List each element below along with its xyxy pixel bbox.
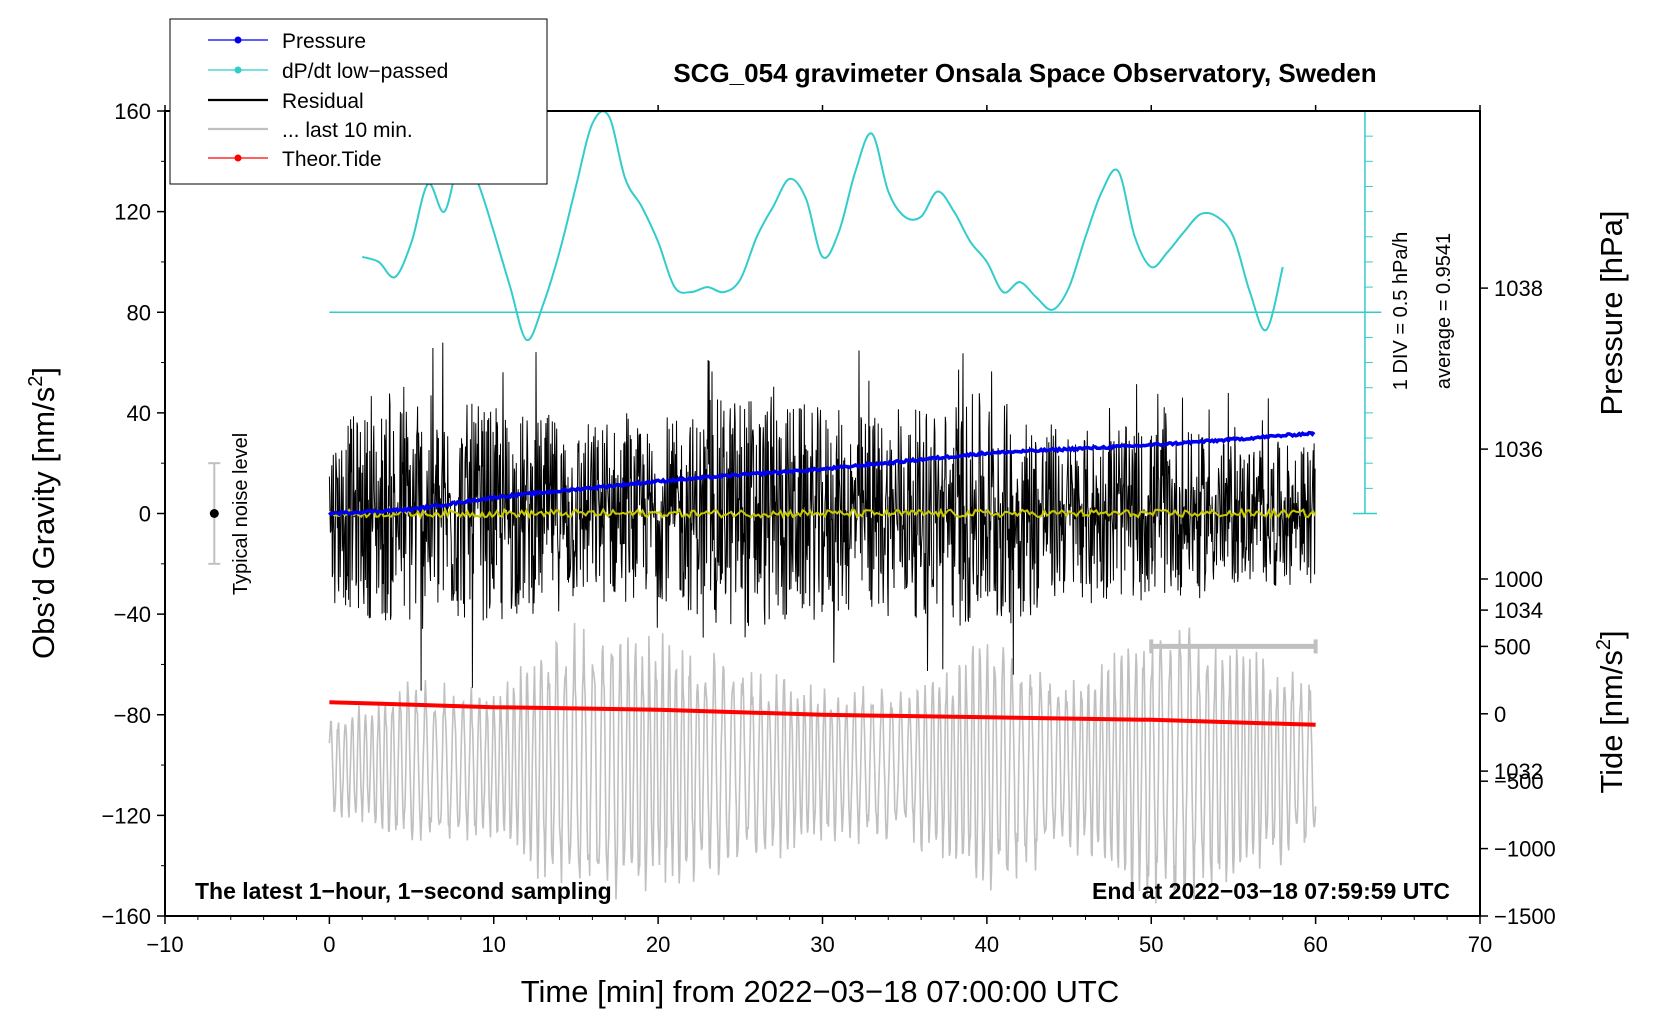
y-axis-title: Obs’d Gravity [nm/s2] (25, 367, 61, 659)
tide-axis-title-close: ] (1594, 630, 1629, 639)
tide-axis-title-sup: 2 (1593, 639, 1615, 650)
legend-label-tide: Theor.Tide (282, 148, 382, 171)
dpdt-line (361, 110, 1284, 341)
series-residual-mean (328, 507, 1317, 520)
pressure-tick-label: 1034 (1494, 598, 1543, 623)
pressure-line (328, 430, 1316, 517)
tide-tick-label: −1000 (1494, 837, 1556, 862)
residual-mean-line (328, 507, 1317, 520)
last-10-min-line (328, 622, 1317, 904)
y-tick-label: 0 (139, 502, 151, 527)
x-tick-label: 20 (646, 932, 670, 957)
residual-line (328, 342, 1316, 691)
pressure-tick-label: 1038 (1494, 276, 1543, 301)
legend-marker-tide (234, 154, 242, 162)
y-tick-label: 80 (127, 300, 151, 325)
series-theor-tide (329, 700, 1316, 727)
noise-level-indicator (208, 462, 221, 565)
y-tick-label: −120 (101, 803, 151, 828)
legend-label-last10: ... last 10 min. (282, 119, 413, 142)
tide-axis-title: Tide [nm/s2] (1593, 630, 1629, 793)
x-tick-label: 10 (482, 932, 506, 957)
y-tick-label: 40 (127, 401, 151, 426)
x-axis-title: Time [min] from 2022−03−18 07:00:00 UTC (521, 974, 1120, 1009)
x-tick-label: 60 (1303, 932, 1327, 957)
legend-box (169, 18, 548, 185)
annotation-noise-label: Typical noise level (230, 433, 252, 595)
tide-tick-label: −500 (1494, 769, 1544, 794)
noise-center-dot (209, 509, 219, 518)
y-tick-label: 160 (114, 99, 151, 124)
x-tick-label: 0 (323, 932, 335, 957)
theor-tide-line (329, 700, 1316, 727)
x-tick-label: −10 (146, 932, 183, 957)
legend-marker-dpdt (234, 66, 242, 74)
pressure-axis-ticks: 1032 1034 1036 1038 (1480, 276, 1543, 784)
y-axis-title-sup: 2 (25, 376, 47, 387)
x-axis-ticks: −10 0 10 20 30 40 50 60 70 (146, 105, 1492, 957)
x-tick-label: 70 (1468, 932, 1492, 957)
tide-tick-label: 0 (1494, 702, 1506, 727)
y-tick-label: −80 (114, 703, 151, 728)
legend-label-pressure: Pressure (282, 30, 366, 53)
dpdt-scale (1352, 110, 1377, 515)
annotation-average: average = 0.9541 (1433, 233, 1455, 389)
legend: Pressure dP/dt low−passed Residual ... l… (169, 18, 548, 185)
pressure-tick-label: 1036 (1494, 437, 1543, 462)
annotation-sampling: The latest 1−hour, 1−second sampling (195, 878, 612, 904)
tide-tick-label: −1500 (1494, 904, 1556, 929)
pressure-tick-label: 1032 (1494, 759, 1543, 784)
legend-marker-pressure (234, 36, 242, 44)
tide-axis-title-main: Tide [nm/s (1594, 650, 1629, 794)
y-tick-label: −160 (101, 904, 151, 929)
series-residual (328, 342, 1316, 691)
last-10-min-bar (1149, 639, 1318, 654)
legend-label-residual: Residual (282, 90, 364, 113)
tide-axis-ticks: −1500 −1000 −500 0 500 1000 (1480, 567, 1556, 929)
annotation-end-time: End at 2022−03−18 07:59:59 UTC (1092, 878, 1450, 904)
x-tick-label: 40 (975, 932, 999, 957)
x-tick-label: 30 (810, 932, 834, 957)
plot-title: SCG_054 gravimeter Onsala Space Observat… (673, 58, 1376, 88)
y-axis-ticks: −160 −120 −80 −40 0 40 80 120 160 (101, 99, 165, 929)
y-axis-title-main: Obs’d Gravity [nm/s (26, 387, 61, 659)
legend-label-dpdt: dP/dt low−passed (282, 60, 448, 83)
pressure-axis-title: Pressure [hPa] (1594, 210, 1629, 415)
y-tick-label: −40 (114, 602, 151, 627)
series-pressure (328, 430, 1316, 517)
x-tick-label: 50 (1139, 932, 1163, 957)
y-tick-label: 120 (114, 200, 151, 225)
annotation-div: 1 DIV = 0.5 hPa/h (1390, 232, 1412, 390)
series-last-10-min (328, 622, 1317, 904)
series-dpdt (329, 110, 1382, 341)
y-axis-title-close: ] (26, 367, 61, 376)
tide-tick-label: 1000 (1494, 567, 1543, 592)
tide-tick-label: 500 (1494, 634, 1531, 659)
